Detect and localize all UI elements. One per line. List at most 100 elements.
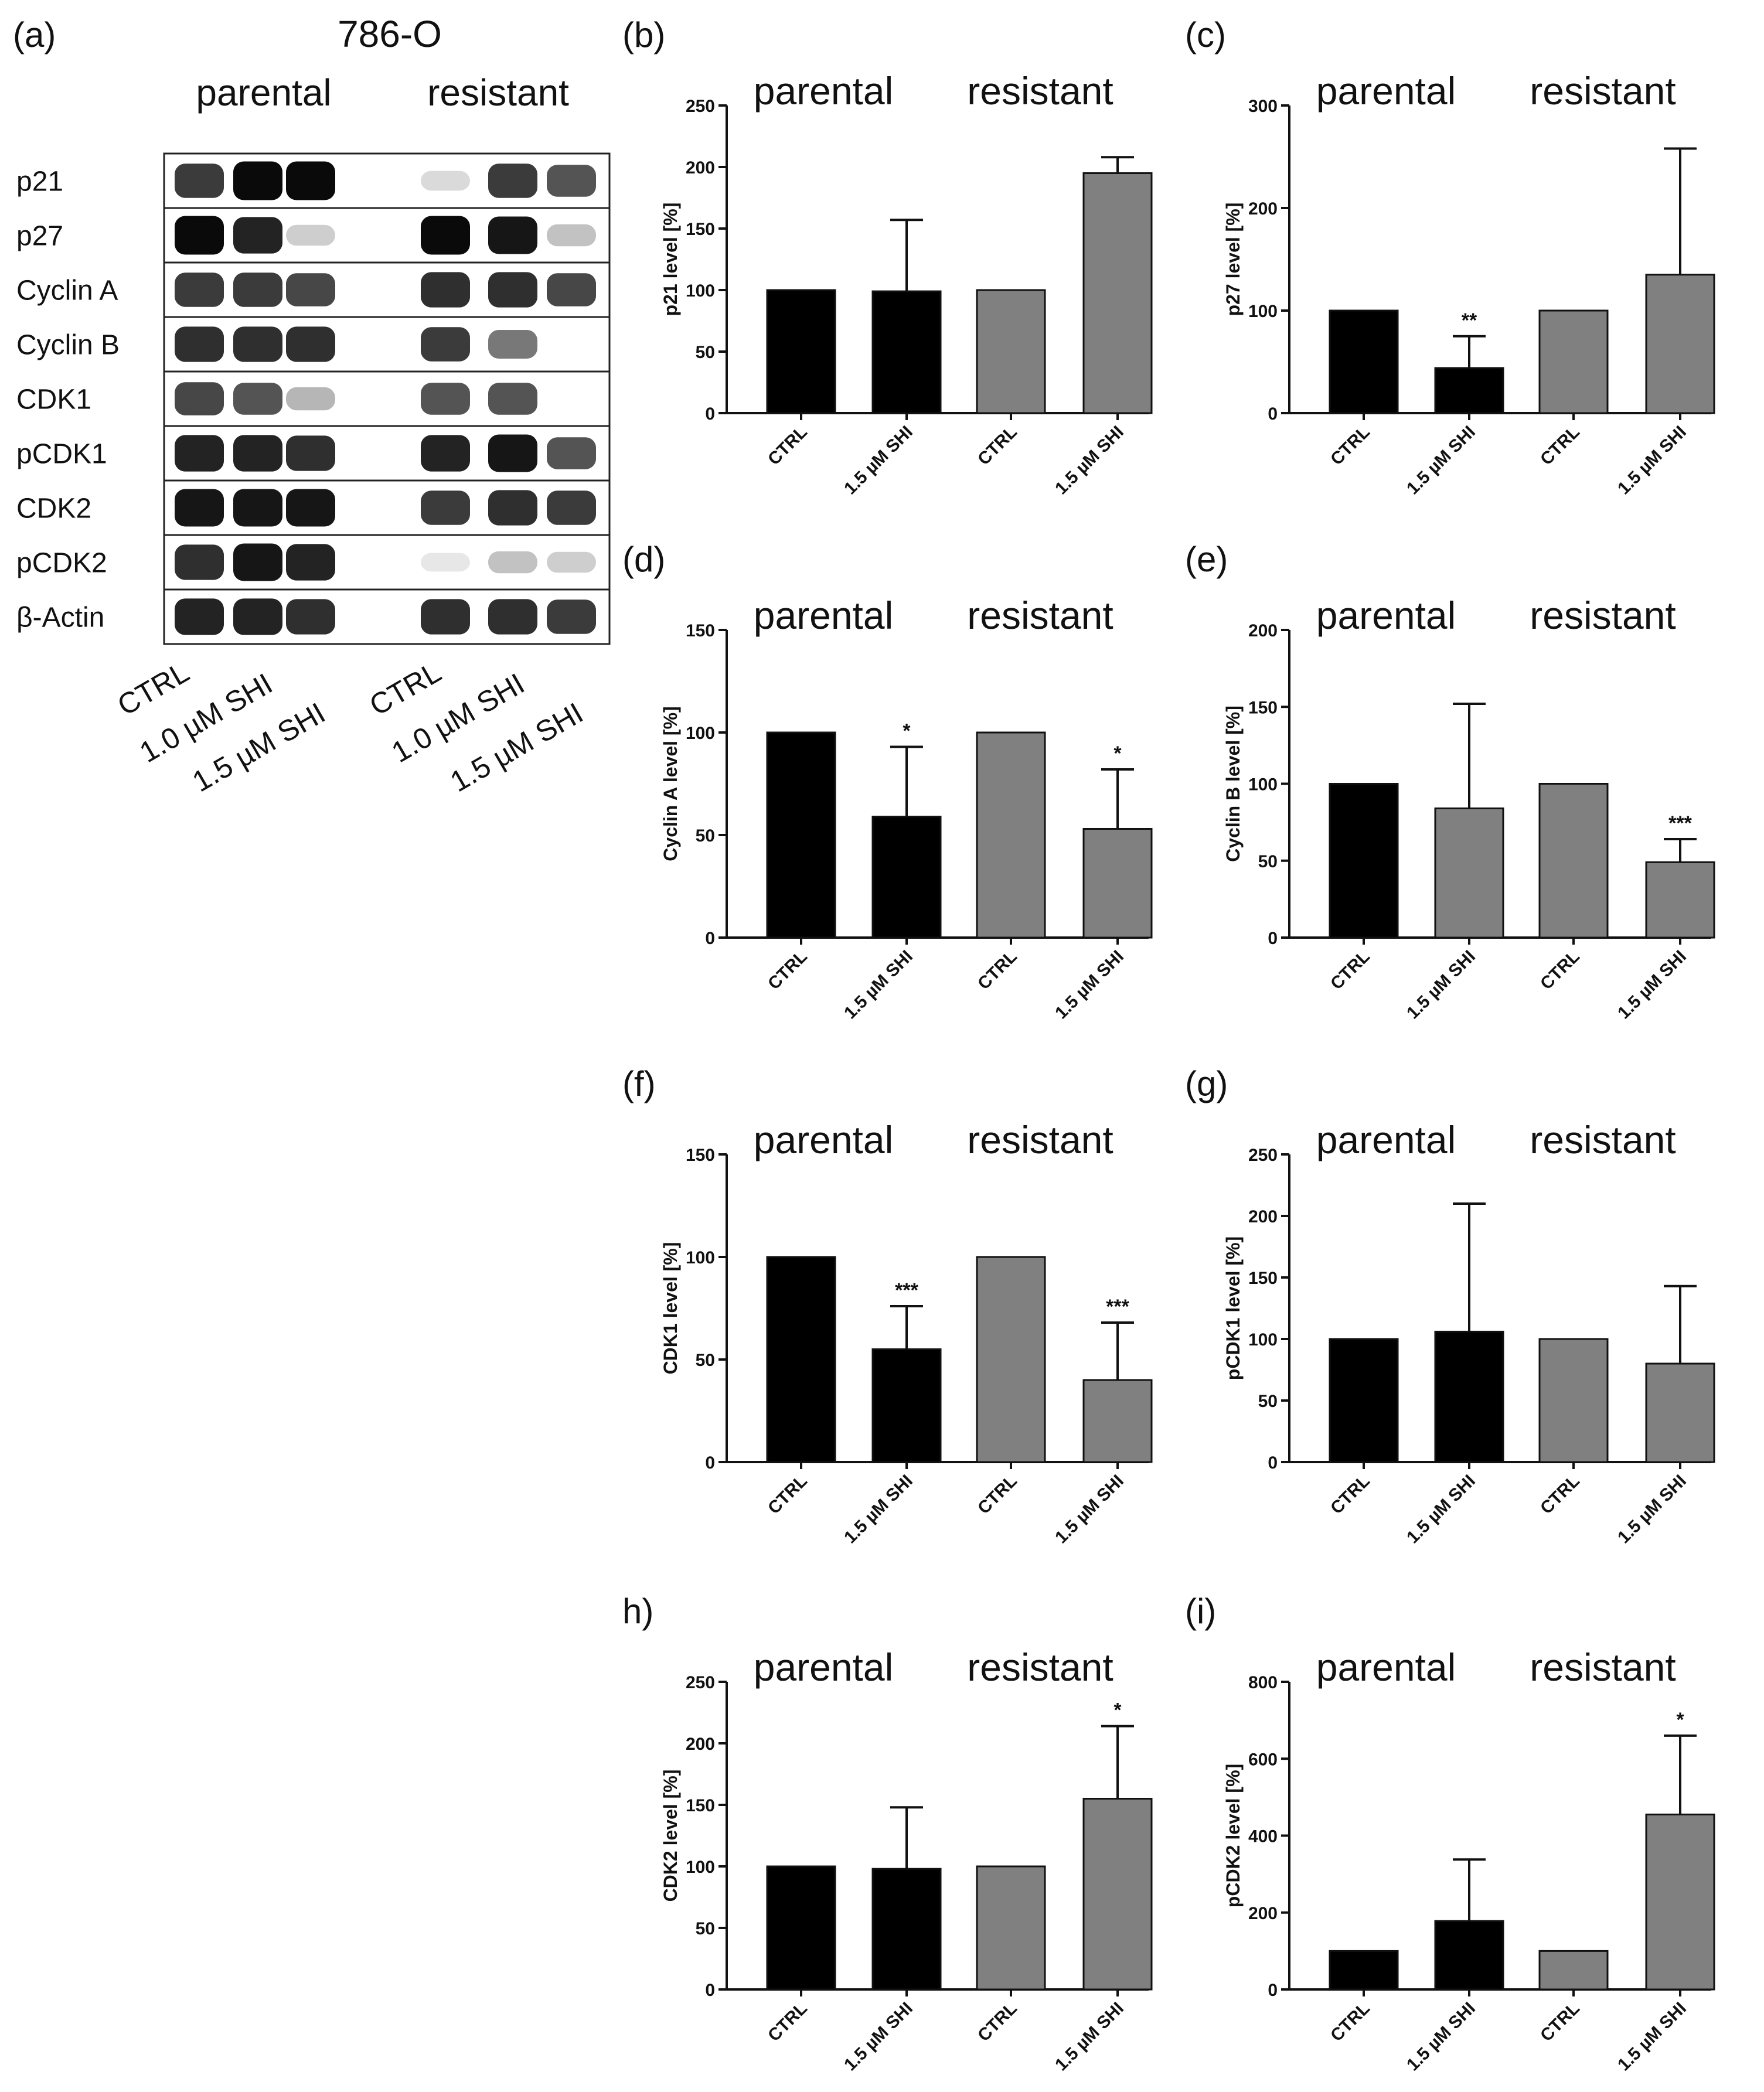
bar [976, 289, 1046, 414]
y-tick-label: 200 [1248, 1207, 1278, 1226]
blot-band [233, 383, 282, 415]
panel-label: (c) [1185, 15, 1226, 54]
blot-band [175, 489, 224, 527]
group-label-parental: parental [1316, 594, 1456, 637]
y-tick-label: 100 [686, 1248, 715, 1268]
y-axis-title: Cyclin B level [%] [1222, 706, 1244, 862]
blot-row-box [163, 152, 611, 209]
y-tick-label: 0 [1268, 1453, 1278, 1473]
y-tick-label: 250 [686, 97, 715, 116]
blot-row-box [163, 370, 611, 427]
y-tick-label: 100 [686, 281, 715, 301]
blot-band [547, 273, 596, 306]
y-tick-label: 0 [705, 1981, 715, 2000]
panel-label-a: (a) [13, 15, 56, 54]
bar [871, 816, 942, 939]
group-label-resistant: resistant [967, 594, 1113, 637]
bar [1329, 783, 1399, 939]
blot-row-label: p27 [16, 221, 63, 252]
blot-band [547, 165, 596, 197]
bar [1538, 1338, 1609, 1463]
blot-row-label: Cyclin A [16, 275, 118, 306]
bar [1434, 1920, 1504, 1991]
y-tick-label: 50 [696, 1351, 715, 1370]
blot-band [286, 224, 335, 246]
y-tick-label: 0 [705, 404, 715, 424]
blot-row-box [163, 425, 611, 482]
group-label-resistant: resistant [1530, 594, 1676, 637]
bar [766, 289, 836, 414]
y-tick-label: 0 [705, 929, 715, 948]
blot-band [488, 490, 537, 526]
y-tick-label: 800 [1248, 1673, 1278, 1692]
bar [1645, 1813, 1715, 1991]
y-tick-label: 150 [686, 1796, 715, 1815]
blot-band [175, 435, 224, 472]
bar [1434, 808, 1504, 939]
blot-group-parental: parental [196, 71, 331, 114]
blot-band [488, 272, 537, 308]
bar [871, 1348, 942, 1463]
blot-band [175, 382, 224, 415]
blot-band [233, 543, 282, 581]
y-tick-label: 0 [1268, 929, 1278, 948]
bar [871, 1868, 942, 1991]
bar [1329, 309, 1399, 414]
y-tick-label: 0 [705, 1453, 715, 1473]
blot-band [286, 387, 335, 411]
blot-band [488, 434, 537, 472]
y-tick-label: 50 [696, 343, 715, 362]
panel-label: (f) [622, 1064, 656, 1103]
y-tick-label: 200 [1248, 621, 1278, 640]
blot-row-box [163, 316, 611, 373]
cell-line-title: 786-O [338, 13, 442, 55]
significance-marker: * [1113, 1699, 1122, 1722]
panel-label: (d) [622, 540, 665, 579]
significance-marker: * [1113, 742, 1122, 765]
blot-band [421, 435, 470, 472]
group-label-resistant: resistant [967, 1645, 1113, 1689]
group-label-parental: parental [754, 594, 894, 637]
y-tick-label: 600 [1248, 1750, 1278, 1769]
blot-band [286, 544, 335, 581]
blot-row-label: pCDK2 [16, 548, 107, 579]
group-label-resistant: resistant [1530, 1118, 1676, 1161]
significance-marker: * [1676, 1709, 1684, 1731]
bar [1645, 1362, 1715, 1463]
y-axis-title: CDK1 level [%] [660, 1242, 681, 1375]
blot-band [421, 599, 470, 635]
panel-label: (g) [1185, 1064, 1228, 1103]
blot-band [547, 224, 596, 247]
y-tick-label: 0 [1268, 404, 1278, 424]
bar [1645, 861, 1715, 939]
blot-row-box [163, 588, 611, 645]
blot-band [488, 551, 537, 574]
bar [766, 731, 836, 939]
bar [1329, 1950, 1399, 1991]
bar [1538, 309, 1609, 414]
bar [976, 731, 1046, 939]
blot-band [488, 216, 537, 254]
blot-band [488, 163, 537, 198]
group-label-parental: parental [1316, 69, 1456, 113]
y-tick-label: 400 [1248, 1827, 1278, 1846]
bar [976, 1865, 1046, 1991]
blot-row-label: p21 [16, 166, 63, 197]
y-tick-label: 50 [696, 826, 715, 846]
group-label-resistant: resistant [1530, 1645, 1676, 1689]
chart-e: (e) parental resistant 0 50 100 150 200 Cyclin B… [1185, 540, 1715, 1023]
y-tick-label: 200 [1248, 199, 1278, 219]
significance-marker: *** [1106, 1296, 1129, 1318]
y-tick-label: 100 [1248, 775, 1278, 795]
y-tick-label: 0 [1268, 1981, 1278, 2000]
blot-band [175, 598, 224, 635]
blot-row-label: β-Actin [16, 602, 104, 633]
blot-band [233, 326, 282, 362]
bar [1434, 1330, 1504, 1463]
y-tick-label: 100 [1248, 1330, 1278, 1350]
bar [1082, 828, 1153, 939]
y-tick-label: 200 [686, 158, 715, 178]
y-axis-title: pCDK2 level [%] [1222, 1764, 1244, 1907]
y-tick-label: 100 [686, 724, 715, 743]
bar [976, 1256, 1046, 1463]
